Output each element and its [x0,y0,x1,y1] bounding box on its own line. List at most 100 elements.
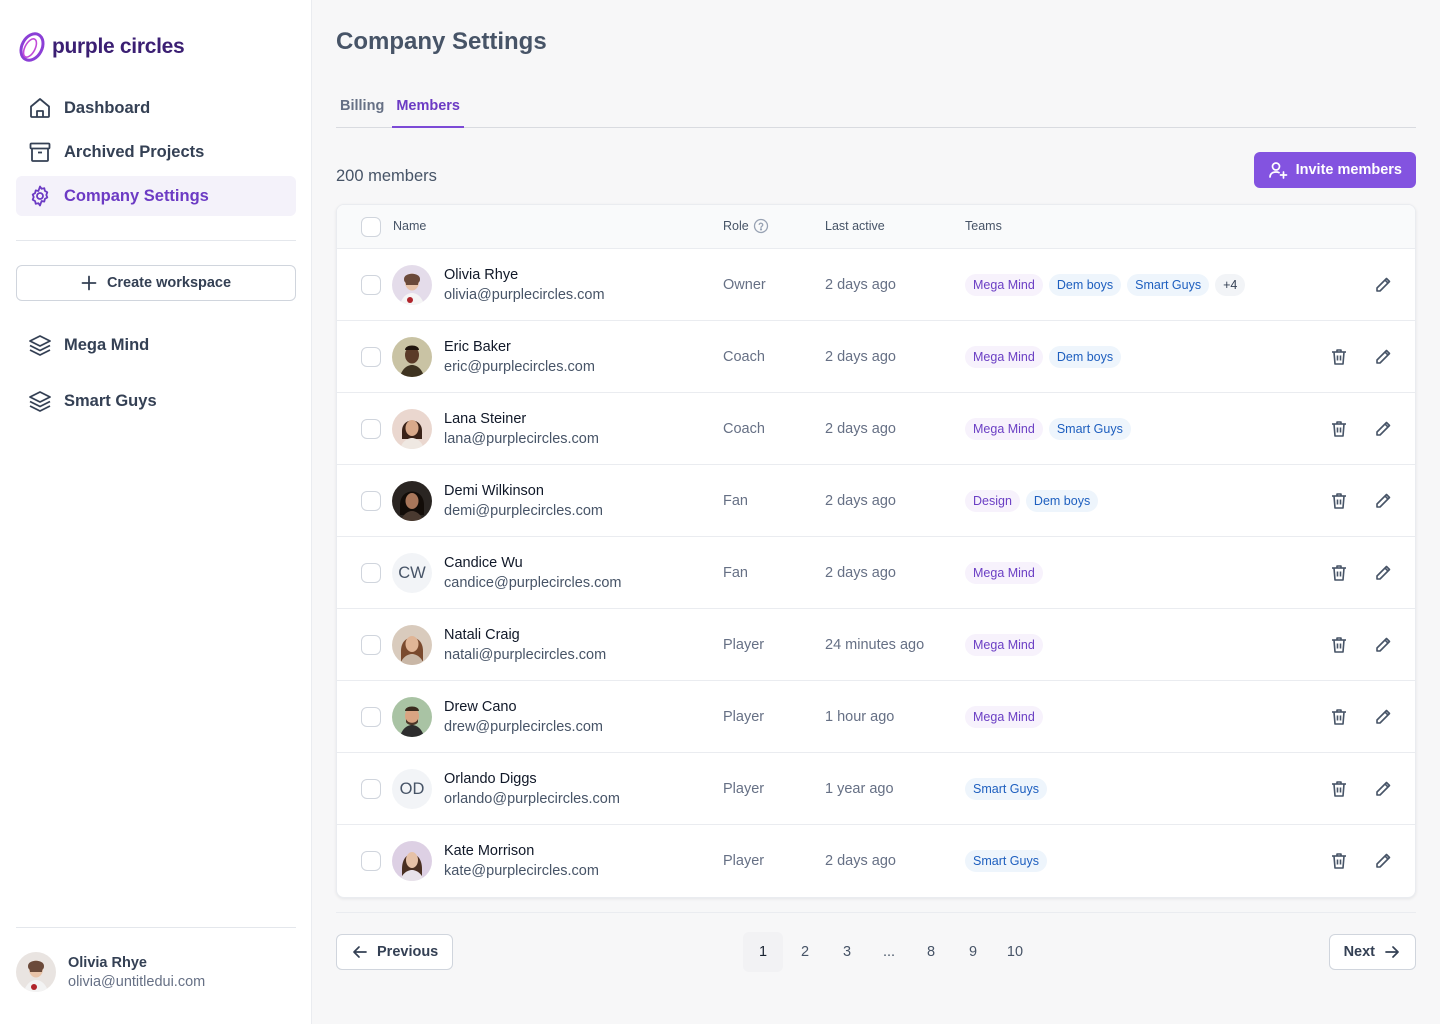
more-teams-badge[interactable]: +4 [1215,274,1246,296]
tab-billing[interactable]: Billing [340,98,385,114]
page-number[interactable]: 9 [968,944,978,960]
row-checkbox[interactable] [361,419,381,439]
row-checkbox[interactable] [361,707,381,727]
create-workspace-button[interactable]: Create workspace [16,265,296,301]
member-last-active: 2 days ago [825,421,896,437]
member-last-active: 2 days ago [825,853,896,869]
edit-icon[interactable] [1373,491,1393,511]
row-checkbox[interactable] [361,563,381,583]
member-teams: Design Dem boys [965,490,1099,512]
sidebar-item-company-settings[interactable]: Company Settings [16,176,296,216]
member-email: drew@purplecircles.com [444,719,603,735]
user-email: olivia@untitledui.com [68,973,206,990]
member-role: Player [723,637,765,653]
column-header-name[interactable]: Name [393,219,427,233]
row-checkbox[interactable] [361,347,381,367]
workspace-item-smart-guys[interactable]: Smart Guys [16,381,296,421]
trash-icon[interactable] [1329,851,1349,871]
member-teams: Mega Mind [965,562,1043,584]
row-checkbox[interactable] [361,275,381,295]
member-role: Fan [723,493,748,509]
edit-icon[interactable] [1373,851,1393,871]
avatar [392,697,432,737]
row-checkbox[interactable] [361,491,381,511]
page-ellipsis: ... [882,944,896,960]
member-email: natali@purplecircles.com [444,647,607,663]
edit-icon[interactable] [1373,635,1393,655]
trash-icon[interactable] [1329,707,1349,727]
edit-icon[interactable] [1373,707,1393,727]
previous-page-button[interactable]: Previous [336,934,454,970]
layers-icon [29,335,51,356]
column-header-last-active[interactable]: Last active [825,219,885,233]
circle-logo-icon [19,32,45,62]
member-email: demi@purplecircles.com [444,503,603,519]
sidebar-nav: Dashboard Archived Projects Company Sett… [16,88,296,220]
tab-members[interactable]: Members [392,88,464,128]
row-checkbox[interactable] [361,851,381,871]
trash-icon[interactable] [1329,491,1349,511]
sidebar-item-dashboard[interactable]: Dashboard [16,88,296,128]
page-numbers: 1 2 3 ... 8 9 10 [743,932,1035,972]
member-name: Kate Morrison [444,843,535,859]
trash-icon[interactable] [1329,347,1349,367]
edit-icon[interactable] [1373,563,1393,583]
arrow-left-icon [353,946,367,958]
edit-icon[interactable] [1373,419,1393,439]
team-badge: Mega Mind [965,274,1043,296]
trash-icon[interactable] [1329,779,1349,799]
page-number[interactable]: 10 [1006,944,1024,960]
member-last-active: 1 hour ago [825,709,895,725]
edit-icon[interactable] [1373,779,1393,799]
page-number[interactable]: 2 [800,944,810,960]
page-number[interactable]: 1 [743,932,783,972]
member-last-active: 2 days ago [825,349,896,365]
member-name: Drew Cano [444,699,517,715]
member-teams: Mega Mind Smart Guys [965,418,1131,440]
next-label: Next [1343,944,1375,960]
team-badge: Smart Guys [965,778,1047,800]
column-header-role[interactable]: Role [723,218,769,234]
invite-members-label: Invite members [1295,162,1402,178]
trash-icon[interactable] [1329,563,1349,583]
sidebar-item-label: Dashboard [64,98,151,117]
trash-icon[interactable] [1329,635,1349,655]
user-plus-icon [1268,162,1287,179]
table-row: CW Candice Wu candice@purplecircles.com … [337,537,1415,609]
page-number[interactable]: 8 [926,944,936,960]
trash-icon[interactable] [1329,419,1349,439]
home-icon [30,98,50,118]
member-last-active: 2 days ago [825,277,896,293]
avatar [392,409,432,449]
sidebar-item-label: Archived Projects [64,142,205,161]
page-number[interactable]: 3 [842,944,852,960]
team-badge: Smart Guys [1048,418,1131,440]
column-header-teams[interactable]: Teams [965,219,1002,233]
table-row: Demi Wilkinson demi@purplecircles.com Fa… [337,465,1415,537]
members-table: Name Role Last active Teams Olivia Rhye … [336,204,1416,898]
arrow-right-icon [1385,946,1399,958]
member-email: eric@purplecircles.com [444,359,595,375]
invite-members-button[interactable]: Invite members [1253,152,1416,188]
workspace-item-mega-mind[interactable]: Mega Mind [16,325,296,365]
create-workspace-label: Create workspace [106,275,232,291]
member-name: Lana Steiner [444,411,527,427]
sidebar-item-label: Company Settings [64,186,209,205]
team-badge: Mega Mind [965,418,1043,440]
current-user[interactable]: Olivia Rhye olivia@untitledui.com [16,952,205,992]
row-checkbox[interactable] [361,779,381,799]
edit-icon[interactable] [1373,275,1393,295]
member-count: 200 members [336,167,437,185]
avatar [392,481,432,521]
gear-icon [31,185,49,207]
edit-icon[interactable] [1373,347,1393,367]
select-all-checkbox[interactable] [361,217,381,237]
avatar [16,952,56,992]
next-page-button[interactable]: Next [1328,934,1416,970]
sidebar-item-archived-projects[interactable]: Archived Projects [16,132,296,172]
layers-icon [29,391,51,412]
member-email: lana@purplecircles.com [444,431,599,447]
member-email: olivia@purplecircles.com [444,287,605,303]
row-checkbox[interactable] [361,635,381,655]
brand-logo[interactable]: purple circles [16,30,185,64]
